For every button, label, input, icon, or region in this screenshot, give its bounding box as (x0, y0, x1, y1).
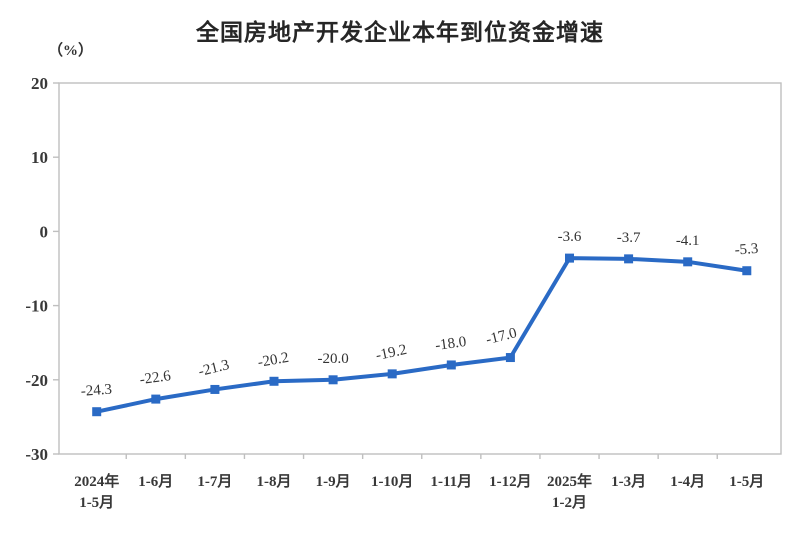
data-point-marker (565, 253, 574, 263)
plot-border (58, 82, 782, 455)
data-point-marker (269, 376, 279, 386)
data-point-label: -5.3 (734, 241, 759, 259)
chart-title: 全国房地产开发企业本年到位资金增速 (196, 19, 604, 45)
data-point-label: -4.1 (676, 233, 700, 249)
x-tick-label: 1-7月 (197, 473, 232, 490)
y-tick-label: -10 (25, 297, 48, 316)
y-axis-unit-label: （%） (48, 43, 94, 59)
y-tick-label: -20 (25, 371, 48, 390)
data-point-marker (210, 384, 220, 394)
y-tick-label: 20 (31, 74, 48, 93)
data-point-marker (505, 353, 515, 363)
data-point-label: -18.0 (434, 334, 467, 354)
x-tick-label: 1-3月 (611, 473, 646, 490)
x-tick-label: 1-8月 (257, 473, 292, 490)
x-tick-label: 1-5月 (729, 473, 764, 490)
data-point-label: -20.2 (257, 350, 291, 371)
data-point-marker (683, 257, 693, 267)
data-point-marker (624, 254, 634, 264)
data-point-marker (151, 394, 161, 404)
data-point-marker (328, 375, 338, 385)
data-point-label: -17.0 (484, 325, 518, 348)
data-point-label: -3.7 (617, 230, 641, 246)
y-tick-label: 10 (31, 148, 48, 167)
x-tick-label: 1-10月 (371, 473, 414, 490)
data-point-label: -3.6 (558, 229, 582, 245)
x-tick-label: 2025年 1-2月 (547, 472, 592, 511)
data-point-marker (387, 369, 397, 379)
x-tick-label: 1-9月 (316, 473, 351, 490)
series-line (94, 256, 749, 414)
data-point-label: -22.6 (139, 368, 173, 388)
y-tick-label: -30 (25, 445, 48, 464)
y-tick-label: 0 (40, 222, 49, 241)
data-point-label: -20.0 (317, 351, 348, 367)
x-tick-label: 2024年 1-5月 (74, 472, 119, 511)
data-point-label: -19.2 (374, 342, 408, 364)
data-point-label: -24.3 (80, 382, 112, 400)
data-point-marker (92, 407, 102, 417)
x-tick-label: 1-4月 (670, 473, 705, 490)
data-point-label: -21.3 (197, 357, 231, 380)
data-point-marker (742, 266, 752, 276)
x-tick-label: 1-11月 (430, 473, 472, 490)
x-tick-label: 1-6月 (138, 473, 173, 490)
x-tick-label: 1-12月 (489, 473, 532, 490)
data-point-marker (446, 360, 456, 370)
